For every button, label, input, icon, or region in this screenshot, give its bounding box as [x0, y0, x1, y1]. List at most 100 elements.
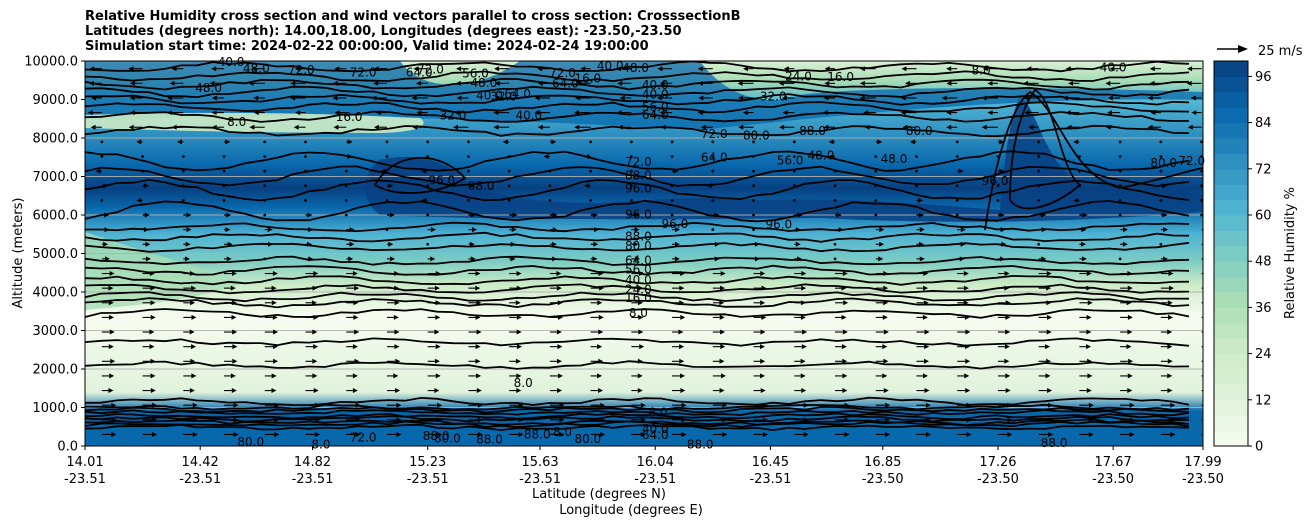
- wind-vector-head: [795, 241, 801, 247]
- wind-vector-head: [1086, 285, 1092, 291]
- wind-vector-head: [822, 110, 828, 116]
- wind-vector-head: [823, 95, 829, 101]
- wind-vector-head: [334, 66, 340, 72]
- wind-vector-head: [348, 256, 354, 262]
- wind-vector-head: [1147, 95, 1153, 101]
- wind-vector-head: [129, 95, 135, 101]
- wind-vector-head: [349, 227, 355, 233]
- wind-vector-head: [1082, 212, 1088, 218]
- wind-vector-head: [557, 314, 563, 320]
- wind-vector-head: [191, 285, 197, 291]
- contour-core-west: [373, 156, 467, 194]
- wind-vector-head: [617, 124, 623, 130]
- wind-vector-head: [274, 431, 280, 437]
- wind-vector-head: [312, 358, 318, 364]
- wind-vector: [1159, 242, 1163, 246]
- wind-vector: [711, 140, 715, 144]
- contour-label: 72.0: [288, 63, 315, 77]
- wind-vector-head: [1147, 124, 1153, 130]
- wind-vector: [385, 228, 389, 232]
- wind-vector-head: [191, 314, 197, 320]
- wind-vector-head: [95, 168, 101, 174]
- wind-vector-head: [600, 431, 606, 437]
- contour-moist-edge: [85, 221, 1190, 233]
- wind-vector-head: [720, 329, 726, 335]
- wind-vector-head: [722, 417, 728, 423]
- wind-vector-head: [999, 212, 1005, 218]
- wind-vector-head: [557, 300, 563, 306]
- wind-vector-head: [274, 417, 280, 423]
- contour-label: 64.0: [504, 87, 531, 101]
- wind-vector-head: [129, 80, 135, 86]
- wind-vector: [507, 155, 511, 158]
- wind-vector-head: [841, 314, 847, 320]
- wind-vector: [996, 155, 1000, 158]
- wind-vector-head: [674, 241, 680, 247]
- wind-vector-head: [394, 344, 400, 350]
- wind-vector-head: [1041, 256, 1047, 262]
- wind-vector-head: [430, 256, 436, 262]
- wind-vector-head: [308, 227, 314, 233]
- y-tick-label: 0.0: [57, 440, 78, 455]
- contour-label: 88.0: [524, 427, 551, 441]
- wind-vector-head: [253, 110, 259, 116]
- wind-vector-head: [803, 402, 809, 408]
- wind-vector-head: [800, 358, 806, 364]
- colorbar-tick-label: 72: [1255, 162, 1272, 177]
- wind-vector-head: [917, 197, 923, 203]
- wind-vector: [181, 184, 185, 188]
- wind-vector-head: [843, 300, 849, 306]
- wind-vector: [833, 169, 837, 173]
- wind-vector: [1159, 155, 1163, 158]
- wind-vector-head: [1046, 358, 1052, 364]
- wind-vector-head: [416, 110, 422, 116]
- wind-vector: [915, 155, 918, 158]
- wind-vector-head: [679, 358, 685, 364]
- wind-vector-head: [456, 66, 462, 72]
- wind-vector-head: [714, 241, 720, 247]
- wind-vector-head: [576, 80, 582, 86]
- wind-vector-head: [883, 300, 889, 306]
- wind-vector-head: [879, 227, 885, 233]
- wind-vector-head: [680, 373, 686, 379]
- wind-vector-head: [719, 358, 725, 364]
- wind-vector-head: [111, 402, 117, 408]
- contour-label: 40.0: [642, 422, 669, 436]
- wind-vector-head: [556, 388, 562, 394]
- wind-vector-head: [638, 314, 644, 320]
- wind-vector-head: [271, 373, 277, 379]
- wind-vector: [589, 198, 593, 202]
- wind-vector-head: [333, 124, 339, 130]
- wind-vector-head: [844, 431, 850, 437]
- wind-vector: [792, 140, 796, 144]
- wind-vector-head: [192, 431, 198, 437]
- wind-vector: [1159, 198, 1163, 202]
- wind-vector-head: [186, 227, 192, 233]
- wind-vector-head: [1204, 256, 1209, 261]
- contour-label: 72.0: [350, 66, 377, 80]
- wind-vector: [874, 155, 878, 158]
- wind-vector-head: [946, 80, 952, 86]
- wind-vector: [629, 198, 633, 202]
- wind-vector-head: [314, 431, 320, 437]
- wind-vector: [629, 184, 633, 188]
- wind-vector-head: [1041, 212, 1047, 218]
- wind-vector-head: [1187, 124, 1193, 130]
- wind-vector-head: [189, 329, 195, 335]
- wind-vector: [507, 169, 511, 173]
- wind-vector-head: [842, 388, 848, 394]
- contour-label: 48.0: [808, 148, 835, 162]
- wind-vector-head: [1048, 431, 1054, 437]
- wind-vector-head: [477, 431, 483, 437]
- wind-vector-head: [189, 388, 195, 394]
- wind-vector-head: [552, 227, 558, 233]
- wind-vector-head: [797, 256, 803, 262]
- wind-vector: [1118, 213, 1122, 217]
- wind-vector: [181, 155, 185, 158]
- wind-vector-head: [987, 110, 993, 116]
- wind-vector: [304, 184, 307, 188]
- wind-vector-head: [394, 300, 400, 306]
- wind-vector-head: [959, 256, 965, 262]
- wind-vector-head: [673, 168, 679, 174]
- wind-vector-head: [1208, 344, 1213, 349]
